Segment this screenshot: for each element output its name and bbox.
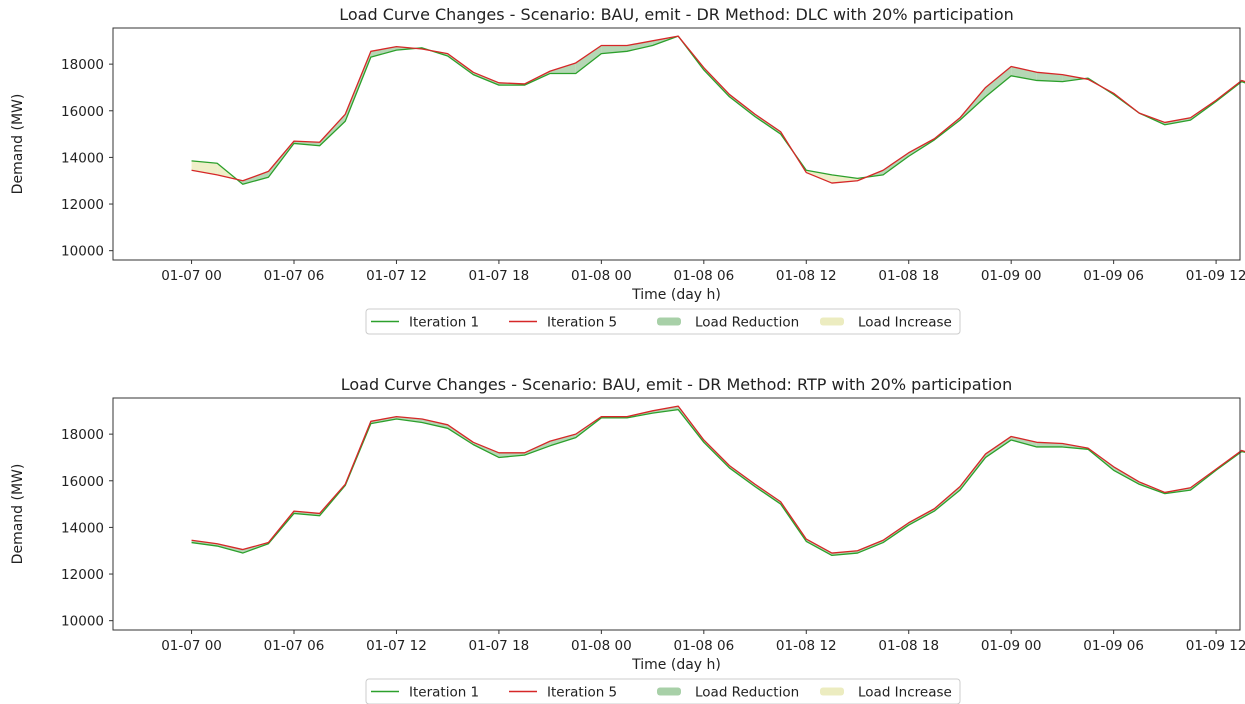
load-reduction-area xyxy=(985,66,1012,97)
y-tick-label: 18000 xyxy=(61,57,104,73)
series-line-iteration-5 xyxy=(191,405,1245,554)
legend-item-load-reduction-swatch xyxy=(657,687,681,696)
y-tick-label: 14000 xyxy=(61,150,104,166)
y-tick-label: 18000 xyxy=(61,427,104,443)
legend-item-load-increase-label: Load Increase xyxy=(858,685,952,701)
legend-item-load-increase-swatch xyxy=(820,317,844,326)
x-tick-label: 01-09 00 xyxy=(981,638,1042,654)
x-tick-label: 01-07 06 xyxy=(264,638,325,654)
y-tick-label: 10000 xyxy=(61,244,104,260)
series-line-iteration-1 xyxy=(191,35,1245,185)
legend-item-load-reduction-swatch xyxy=(657,317,681,326)
y-tick-label: 14000 xyxy=(61,520,104,536)
x-tick-label: 01-08 00 xyxy=(571,268,632,284)
y-axis-label: Demand (MW) xyxy=(10,464,26,565)
x-tick-label: 01-08 06 xyxy=(673,638,734,654)
chart-panel-2: Load Curve Changes - Scenario: BAU, emit… xyxy=(10,375,1245,704)
load-reduction-area xyxy=(575,45,602,74)
x-tick-label: 01-08 18 xyxy=(878,638,939,654)
x-tick-label: 01-08 06 xyxy=(673,268,734,284)
load-reduction-area xyxy=(626,40,653,52)
legend-item-iteration-1-label: Iteration 1 xyxy=(409,315,479,331)
x-tick-label: 01-07 00 xyxy=(161,268,222,284)
plot-frame xyxy=(112,27,1241,261)
x-tick-label: 01-09 06 xyxy=(1083,268,1144,284)
series-line-iteration-5 xyxy=(191,35,1245,184)
legend-item-load-reduction-label: Load Reduction xyxy=(695,685,799,701)
legend-item-iteration-1-label: Iteration 1 xyxy=(409,685,479,701)
x-tick-label: 01-07 12 xyxy=(366,638,427,654)
x-tick-label: 01-07 18 xyxy=(469,638,530,654)
load-reduction-area xyxy=(1062,74,1085,82)
x-axis-label: Time (day h) xyxy=(631,657,721,673)
y-tick-label: 12000 xyxy=(61,567,104,583)
load-reduction-area xyxy=(1011,436,1037,447)
load-reduction-area xyxy=(422,418,448,429)
chart-title: Load Curve Changes - Scenario: BAU, emit… xyxy=(341,375,1012,394)
x-tick-label: 01-08 00 xyxy=(571,638,632,654)
load-reduction-area xyxy=(370,46,397,58)
legend-item-load-reduction-label: Load Reduction xyxy=(695,315,799,331)
load-reduction-area xyxy=(550,434,576,446)
legend-item-iteration-5-label: Iteration 5 xyxy=(547,685,617,701)
legend: Iteration 1 Iteration 5 Load Reduction Load… xyxy=(365,678,961,704)
x-tick-label: 01-08 12 xyxy=(776,268,837,284)
x-axis-label: Time (day h) xyxy=(631,287,721,303)
x-tick-label: 01-08 18 xyxy=(878,268,939,284)
load-increase-area xyxy=(191,160,218,175)
y-axis-label: Demand (MW) xyxy=(10,94,26,195)
series-line-iteration-1 xyxy=(191,409,1245,557)
load-reduction-area xyxy=(242,171,269,185)
legend: Iteration 1 Iteration 5 Load Reduction Load… xyxy=(365,308,961,335)
x-tick-label: 01-07 00 xyxy=(161,638,222,654)
load-reduction-area xyxy=(985,436,1012,458)
x-tick-label: 01-09 06 xyxy=(1083,638,1144,654)
y-tick-label: 10000 xyxy=(61,614,104,630)
legend-item-load-increase-swatch xyxy=(820,687,844,696)
x-tick-label: 01-09 12 xyxy=(1186,268,1245,284)
legend-item-load-increase-label: Load Increase xyxy=(858,315,952,331)
load-reduction-area xyxy=(883,152,909,175)
y-tick-label: 16000 xyxy=(61,474,104,490)
x-tick-label: 01-09 12 xyxy=(1186,638,1245,654)
x-tick-label: 01-07 06 xyxy=(264,268,325,284)
legend-item-iteration-5-label: Iteration 5 xyxy=(547,315,617,331)
x-tick-label: 01-09 00 xyxy=(981,268,1042,284)
chart-panel-1: Load Curve Changes - Scenario: BAU, emit… xyxy=(10,5,1245,335)
y-tick-label: 12000 xyxy=(61,197,104,213)
x-tick-label: 01-08 12 xyxy=(776,638,837,654)
x-tick-label: 01-07 18 xyxy=(469,268,530,284)
y-tick-label: 16000 xyxy=(61,104,104,120)
x-tick-label: 01-07 12 xyxy=(366,268,427,284)
chart-title: Load Curve Changes - Scenario: BAU, emit… xyxy=(339,5,1014,24)
plot-frame xyxy=(112,397,1241,631)
